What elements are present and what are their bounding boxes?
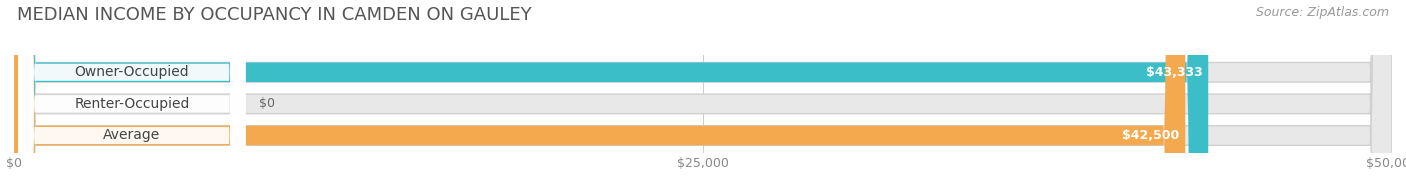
Text: Source: ZipAtlas.com: Source: ZipAtlas.com [1256, 6, 1389, 19]
FancyBboxPatch shape [18, 0, 246, 196]
Text: $43,333: $43,333 [1146, 66, 1202, 79]
Text: Owner-Occupied: Owner-Occupied [75, 65, 190, 79]
FancyBboxPatch shape [14, 0, 1185, 196]
FancyBboxPatch shape [14, 0, 1392, 196]
FancyBboxPatch shape [14, 0, 1392, 196]
FancyBboxPatch shape [18, 0, 246, 196]
FancyBboxPatch shape [18, 0, 246, 196]
Text: MEDIAN INCOME BY OCCUPANCY IN CAMDEN ON GAULEY: MEDIAN INCOME BY OCCUPANCY IN CAMDEN ON … [17, 6, 531, 24]
Text: Renter-Occupied: Renter-Occupied [75, 97, 190, 111]
FancyBboxPatch shape [14, 0, 1392, 196]
FancyBboxPatch shape [14, 0, 1208, 196]
Text: Average: Average [103, 129, 160, 142]
Text: $0: $0 [259, 97, 276, 110]
Text: $42,500: $42,500 [1122, 129, 1180, 142]
